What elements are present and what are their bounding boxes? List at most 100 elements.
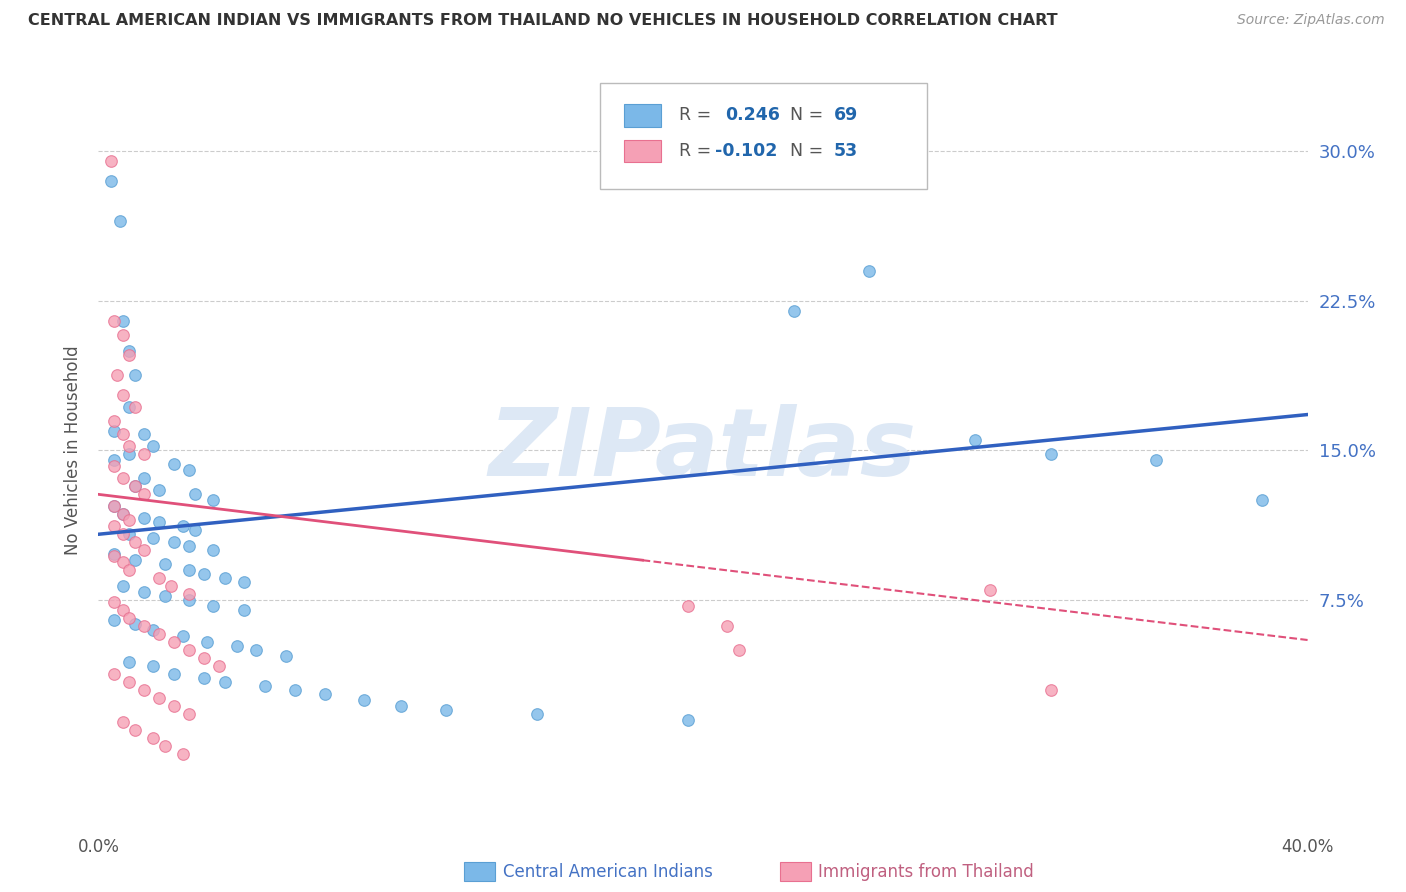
- Point: [100, 174, 122, 188]
- Point: [232, 603, 254, 617]
- Point: [142, 440, 165, 454]
- Point: [103, 413, 125, 427]
- FancyBboxPatch shape: [624, 104, 661, 127]
- Point: [118, 400, 141, 414]
- Point: [148, 483, 170, 498]
- Point: [103, 613, 125, 627]
- Point: [103, 459, 125, 474]
- Text: 53: 53: [834, 142, 858, 160]
- Point: [103, 547, 125, 561]
- Point: [728, 643, 751, 657]
- Point: [103, 549, 125, 564]
- Text: Immigrants from Thailand: Immigrants from Thailand: [818, 863, 1033, 881]
- Point: [202, 493, 225, 508]
- Point: [111, 508, 134, 522]
- Point: [179, 593, 201, 607]
- Point: [858, 264, 880, 278]
- Point: [226, 639, 249, 653]
- Point: [132, 447, 155, 461]
- Point: [142, 659, 165, 673]
- Point: [132, 585, 155, 599]
- Point: [124, 617, 146, 632]
- Point: [111, 314, 134, 328]
- Point: [111, 714, 134, 729]
- Point: [434, 703, 457, 717]
- Point: [105, 368, 128, 382]
- Point: [245, 643, 267, 657]
- Point: [111, 427, 134, 442]
- Point: [132, 471, 155, 485]
- Point: [208, 659, 231, 673]
- FancyBboxPatch shape: [600, 83, 927, 189]
- Point: [148, 627, 170, 641]
- Point: [111, 508, 134, 522]
- Point: [202, 543, 225, 558]
- Point: [676, 599, 699, 613]
- Point: [193, 671, 215, 685]
- Point: [153, 739, 176, 753]
- Point: [118, 674, 141, 689]
- Point: [179, 587, 201, 601]
- Point: [274, 648, 297, 663]
- Point: [148, 516, 170, 530]
- Point: [111, 555, 134, 569]
- Point: [179, 463, 201, 477]
- Text: Central American Indians: Central American Indians: [503, 863, 713, 881]
- Point: [118, 527, 141, 541]
- Point: [232, 575, 254, 590]
- Point: [163, 458, 186, 472]
- Point: [118, 563, 141, 577]
- Point: [1039, 447, 1062, 461]
- Point: [172, 747, 194, 761]
- Point: [979, 583, 1001, 598]
- Point: [965, 434, 987, 448]
- Point: [142, 731, 165, 745]
- Point: [179, 643, 201, 657]
- Point: [108, 214, 131, 228]
- Point: [179, 539, 201, 553]
- Point: [111, 603, 134, 617]
- Point: [163, 635, 186, 649]
- Point: [124, 479, 146, 493]
- Point: [202, 599, 225, 613]
- FancyBboxPatch shape: [624, 139, 661, 162]
- Point: [783, 303, 806, 318]
- Point: [132, 487, 155, 501]
- Point: [118, 655, 141, 669]
- Point: [118, 343, 141, 358]
- Point: [284, 682, 307, 697]
- Point: [124, 479, 146, 493]
- Point: [124, 368, 146, 382]
- Point: [1251, 493, 1274, 508]
- Text: -0.102: -0.102: [716, 142, 778, 160]
- Y-axis label: No Vehicles in Household: No Vehicles in Household: [65, 345, 83, 556]
- Text: N =: N =: [790, 142, 828, 160]
- Point: [179, 706, 201, 721]
- Point: [716, 619, 738, 633]
- Point: [103, 500, 125, 514]
- Point: [118, 440, 141, 454]
- Point: [103, 314, 125, 328]
- Point: [111, 527, 134, 541]
- Point: [172, 519, 194, 533]
- Point: [124, 535, 146, 549]
- Point: [253, 679, 276, 693]
- Point: [103, 667, 125, 681]
- Point: [160, 579, 183, 593]
- Point: [142, 623, 165, 637]
- Point: [111, 327, 134, 342]
- Point: [100, 154, 122, 169]
- Point: [103, 595, 125, 609]
- Text: R =: R =: [679, 106, 717, 124]
- Point: [676, 713, 699, 727]
- Point: [132, 543, 155, 558]
- Point: [195, 635, 218, 649]
- Point: [111, 471, 134, 485]
- Point: [389, 698, 412, 713]
- Point: [132, 619, 155, 633]
- Point: [103, 519, 125, 533]
- Point: [142, 531, 165, 545]
- Text: 0.246: 0.246: [724, 106, 780, 124]
- Point: [184, 487, 207, 501]
- Text: CENTRAL AMERICAN INDIAN VS IMMIGRANTS FROM THAILAND NO VEHICLES IN HOUSEHOLD COR: CENTRAL AMERICAN INDIAN VS IMMIGRANTS FR…: [28, 13, 1057, 29]
